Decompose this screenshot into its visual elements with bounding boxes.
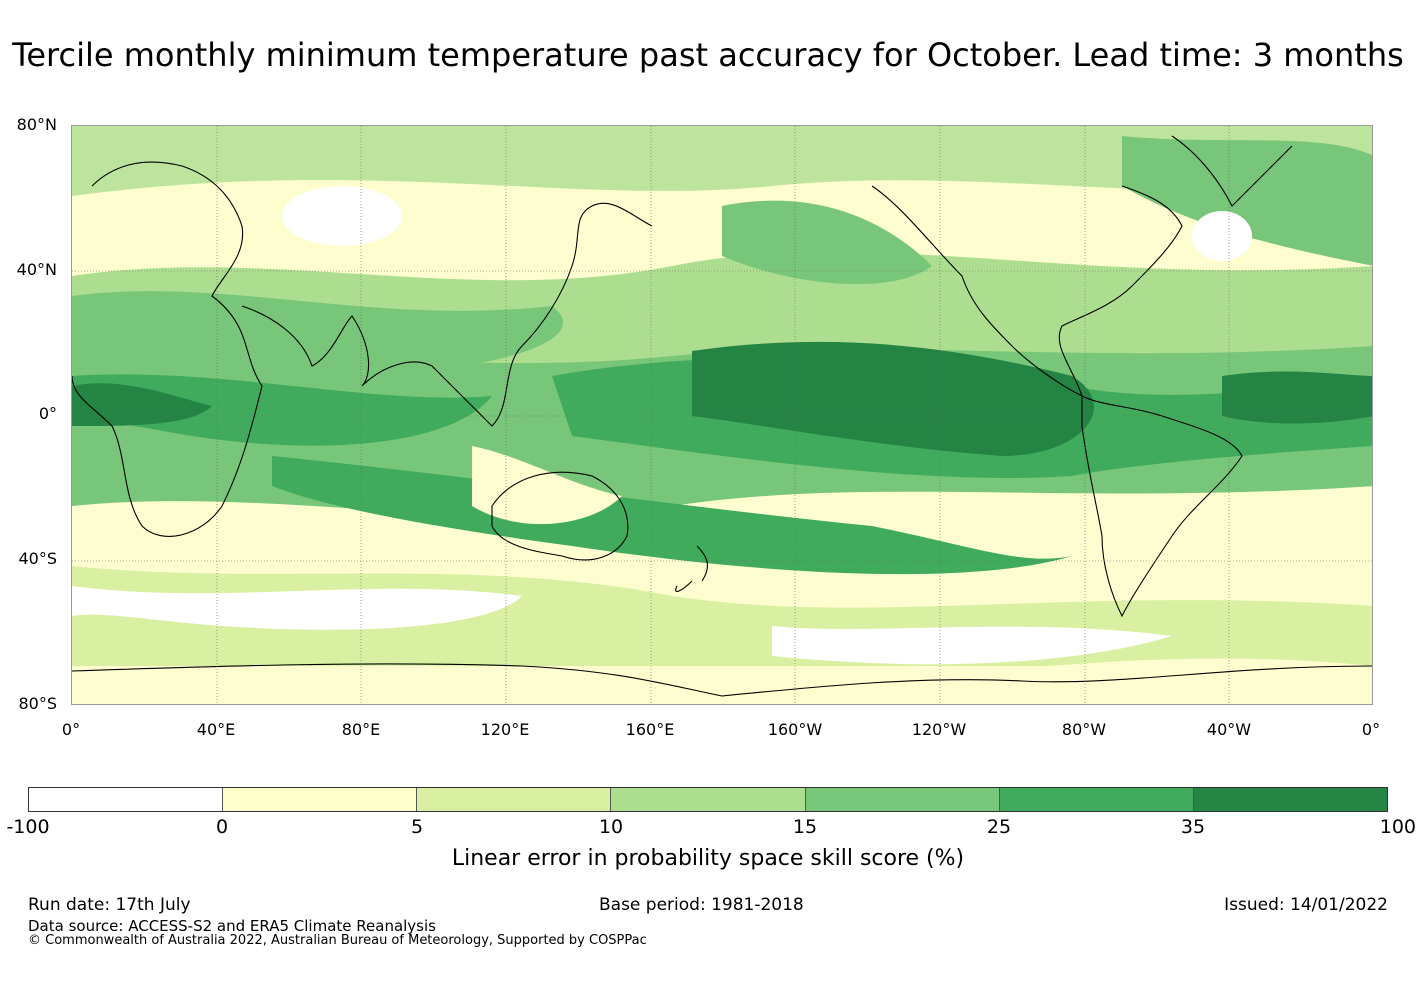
lon-label-40e: 40°E (196, 720, 236, 739)
lon-label-120e: 120°E (480, 720, 530, 739)
lon-label-0-left: 0° (61, 720, 81, 739)
lon-label-40w: 40°W (1206, 720, 1252, 739)
lon-label-80w: 80°W (1061, 720, 1107, 739)
lon-label-80e: 80°E (341, 720, 381, 739)
colorbar-segment (611, 788, 806, 811)
lon-label-0-right: 0° (1361, 720, 1381, 739)
map-title: Tercile monthly minimum temperature past… (12, 36, 1404, 74)
colorbar-tick: 15 (792, 816, 818, 838)
colorbar-segment (805, 788, 1000, 811)
skill-score-map (71, 125, 1373, 705)
colorbar-tick: -100 (6, 816, 50, 838)
colorbar-tick: 100 (1379, 816, 1416, 838)
copyright: © Commonwealth of Australia 2022, Austra… (28, 933, 647, 948)
colorbar-tick: 25 (986, 816, 1012, 838)
lat-label-80n: 80°N (16, 115, 57, 134)
lat-label-equator: 0° (38, 404, 57, 423)
colorbar-tick: 0 (215, 816, 229, 838)
lat-label-40s: 40°S (18, 549, 57, 568)
colorbar-tick: 5 (410, 816, 424, 838)
colorbar-segment (417, 788, 612, 811)
graticule (72, 126, 1372, 704)
lat-label-40n: 40°N (16, 260, 57, 279)
map-canvas (72, 126, 1372, 704)
colorbar (28, 787, 1388, 812)
lat-label-80s: 80°S (18, 694, 57, 713)
data-source: Data source: ACCESS-S2 and ERA5 Climate … (28, 917, 436, 935)
lon-label-160e: 160°E (625, 720, 675, 739)
colorbar-segment (223, 788, 418, 811)
coastlines (72, 135, 1372, 697)
base-period: Base period: 1981-2018 (599, 895, 804, 915)
colorbar-segment (29, 788, 224, 811)
skill-score-fields (72, 126, 1372, 704)
issued-date: Issued: 14/01/2022 (1224, 895, 1388, 915)
colorbar-tick: 10 (598, 816, 624, 838)
colorbar-tick: 35 (1180, 816, 1206, 838)
run-date: Run date: 17th July (28, 895, 191, 915)
colorbar-segment (999, 788, 1194, 811)
colorbar-segment (1193, 788, 1387, 811)
lon-label-160w: 160°W (767, 720, 823, 739)
colorbar-label: Linear error in probability space skill … (451, 846, 965, 871)
lon-label-120w: 120°W (911, 720, 967, 739)
